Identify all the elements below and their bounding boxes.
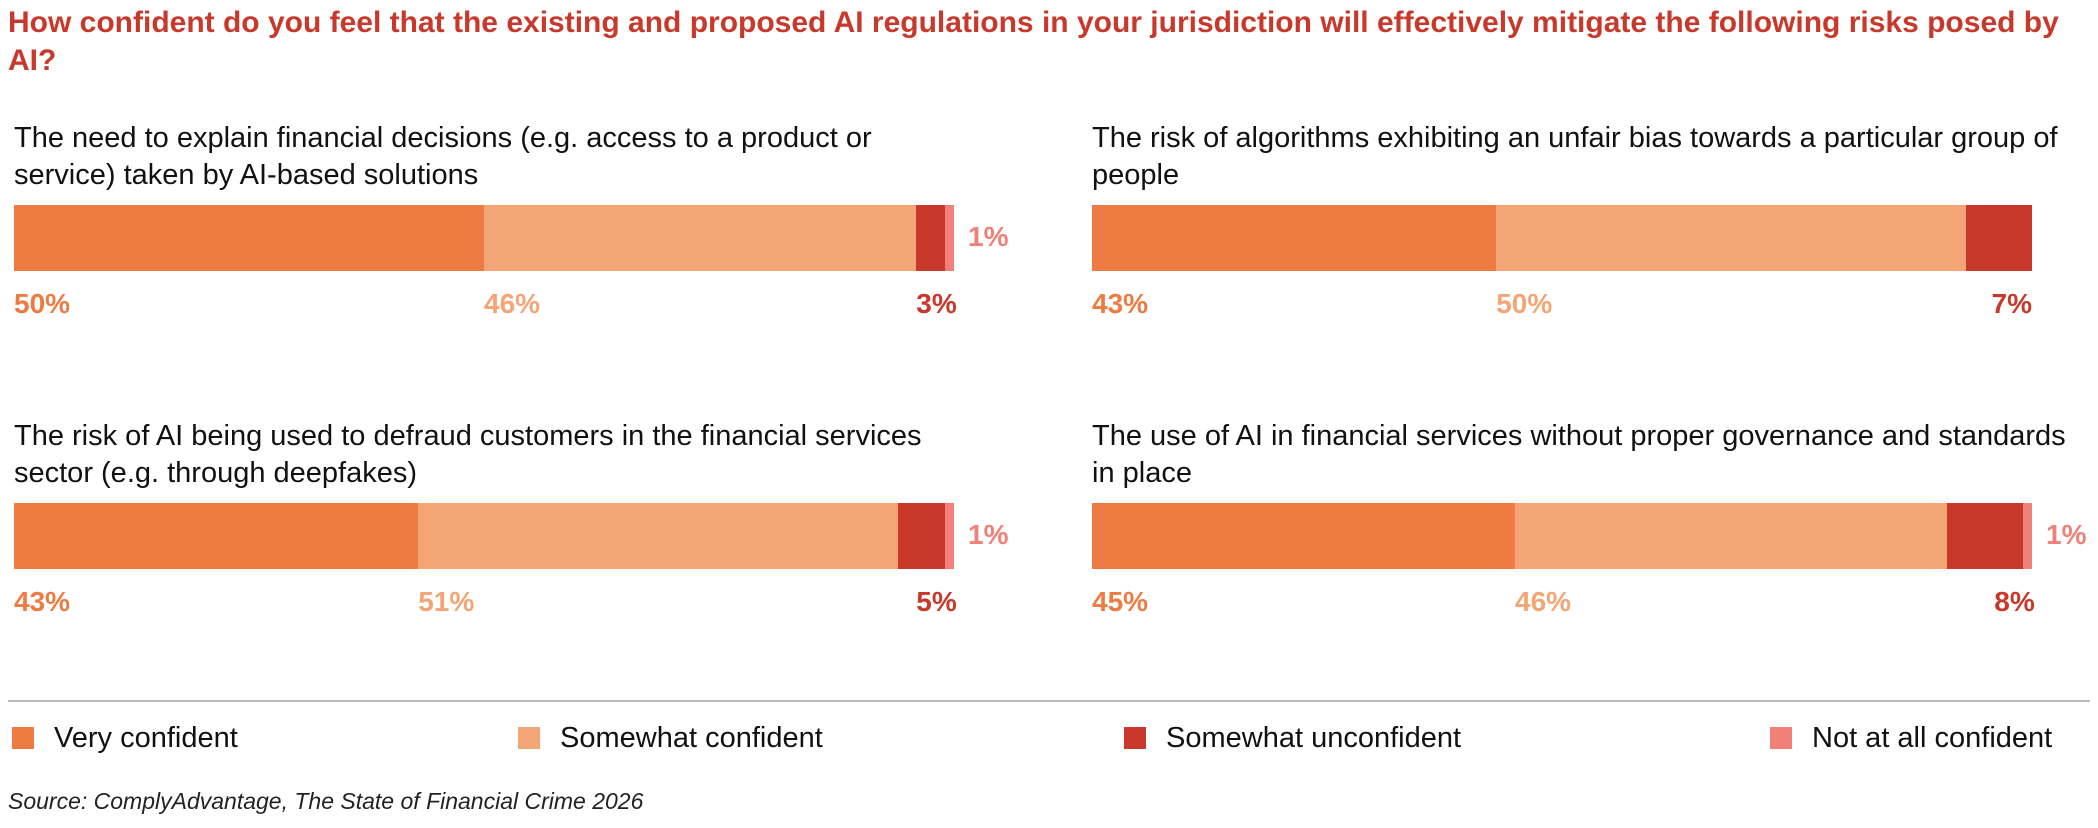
bar-segment-somewhat-confident bbox=[1496, 205, 1967, 271]
bar-segment-not-at-all-confident bbox=[944, 205, 954, 271]
bar-segment-somewhat-unconfident bbox=[1947, 503, 2023, 569]
source-note: Source: ComplyAdvantage, The State of Fi… bbox=[8, 788, 644, 814]
data-label-not-at-all-confident: 1% bbox=[968, 519, 1009, 550]
legend-label: Very confident bbox=[54, 721, 238, 754]
legend-item-not-at-all-confident: Not at all confident bbox=[1770, 718, 2052, 758]
bar-segment-somewhat-unconfident bbox=[897, 503, 945, 569]
bar-segment-not-at-all-confident bbox=[2022, 503, 2032, 569]
legend-label: Somewhat confident bbox=[560, 721, 823, 754]
legend-swatch bbox=[1770, 727, 1792, 749]
bar-segment-not-at-all-confident bbox=[944, 503, 954, 569]
bar-segment-very-confident bbox=[1092, 205, 1497, 271]
legend-label: Not at all confident bbox=[1812, 721, 2053, 754]
legend-label: Somewhat unconfident bbox=[1166, 721, 1462, 754]
bar-segment-very-confident bbox=[14, 205, 484, 271]
panel-title: The use of AI in financial services with… bbox=[1092, 420, 2066, 489]
data-label-very-confident: 43% bbox=[1092, 288, 1149, 319]
data-label-somewhat-confident: 50% bbox=[1496, 288, 1553, 319]
data-label-somewhat-unconfident: 5% bbox=[916, 586, 957, 617]
data-label-somewhat-confident: 46% bbox=[1515, 586, 1572, 617]
data-label-somewhat-confident: 46% bbox=[484, 288, 541, 319]
legend-divider bbox=[8, 700, 2090, 702]
bar-segment-very-confident bbox=[14, 503, 419, 569]
chart-panel-fraud-deepfakes: The risk of AI being used to defraud cus… bbox=[8, 418, 1008, 658]
bar-segment-somewhat-confident bbox=[484, 205, 917, 271]
data-label-somewhat-unconfident: 3% bbox=[916, 288, 957, 319]
panel-title: The need to explain financial decisions … bbox=[14, 122, 872, 191]
data-label-somewhat-unconfident: 7% bbox=[1991, 288, 2032, 319]
panel-title: The risk of algorithms exhibiting an unf… bbox=[1092, 122, 2058, 191]
chart-panel-explain-decisions: The need to explain financial decisions … bbox=[8, 120, 1008, 360]
bar-segment-very-confident bbox=[1092, 503, 1515, 569]
stacked-bar bbox=[14, 205, 954, 271]
chart-panel-algorithm-bias: The risk of algorithms exhibiting an unf… bbox=[1086, 120, 2066, 360]
panel-title: The risk of AI being used to defraud cus… bbox=[14, 420, 922, 489]
chart-panel-governance: The use of AI in financial services with… bbox=[1086, 418, 2086, 658]
data-label-very-confident: 45% bbox=[1092, 586, 1149, 617]
bar-segment-somewhat-unconfident bbox=[1966, 205, 2032, 271]
legend-swatch bbox=[518, 727, 540, 749]
stacked-bar bbox=[1092, 205, 2032, 271]
legend-swatch bbox=[12, 727, 34, 749]
stacked-bar bbox=[14, 503, 954, 569]
data-label-not-at-all-confident: 1% bbox=[968, 221, 1009, 252]
data-label-somewhat-unconfident: 8% bbox=[1994, 586, 2035, 617]
data-label-not-at-all-confident: 1% bbox=[2046, 519, 2087, 550]
data-label-very-confident: 43% bbox=[14, 586, 71, 617]
data-label-very-confident: 50% bbox=[14, 288, 71, 319]
legend-item-somewhat-confident: Somewhat confident bbox=[518, 718, 823, 758]
bar-segment-somewhat-confident bbox=[1515, 503, 1948, 569]
bar-segment-somewhat-confident bbox=[418, 503, 898, 569]
legend-swatch bbox=[1124, 727, 1146, 749]
bar-segment-somewhat-unconfident bbox=[916, 205, 945, 271]
stacked-bar bbox=[1092, 503, 2032, 569]
legend-item-very-confident: Very confident bbox=[12, 718, 238, 758]
chart-title: How confident do you feel that the exist… bbox=[8, 6, 2059, 77]
legend-item-somewhat-unconfident: Somewhat unconfident bbox=[1124, 718, 1461, 758]
data-label-somewhat-confident: 51% bbox=[418, 586, 475, 617]
